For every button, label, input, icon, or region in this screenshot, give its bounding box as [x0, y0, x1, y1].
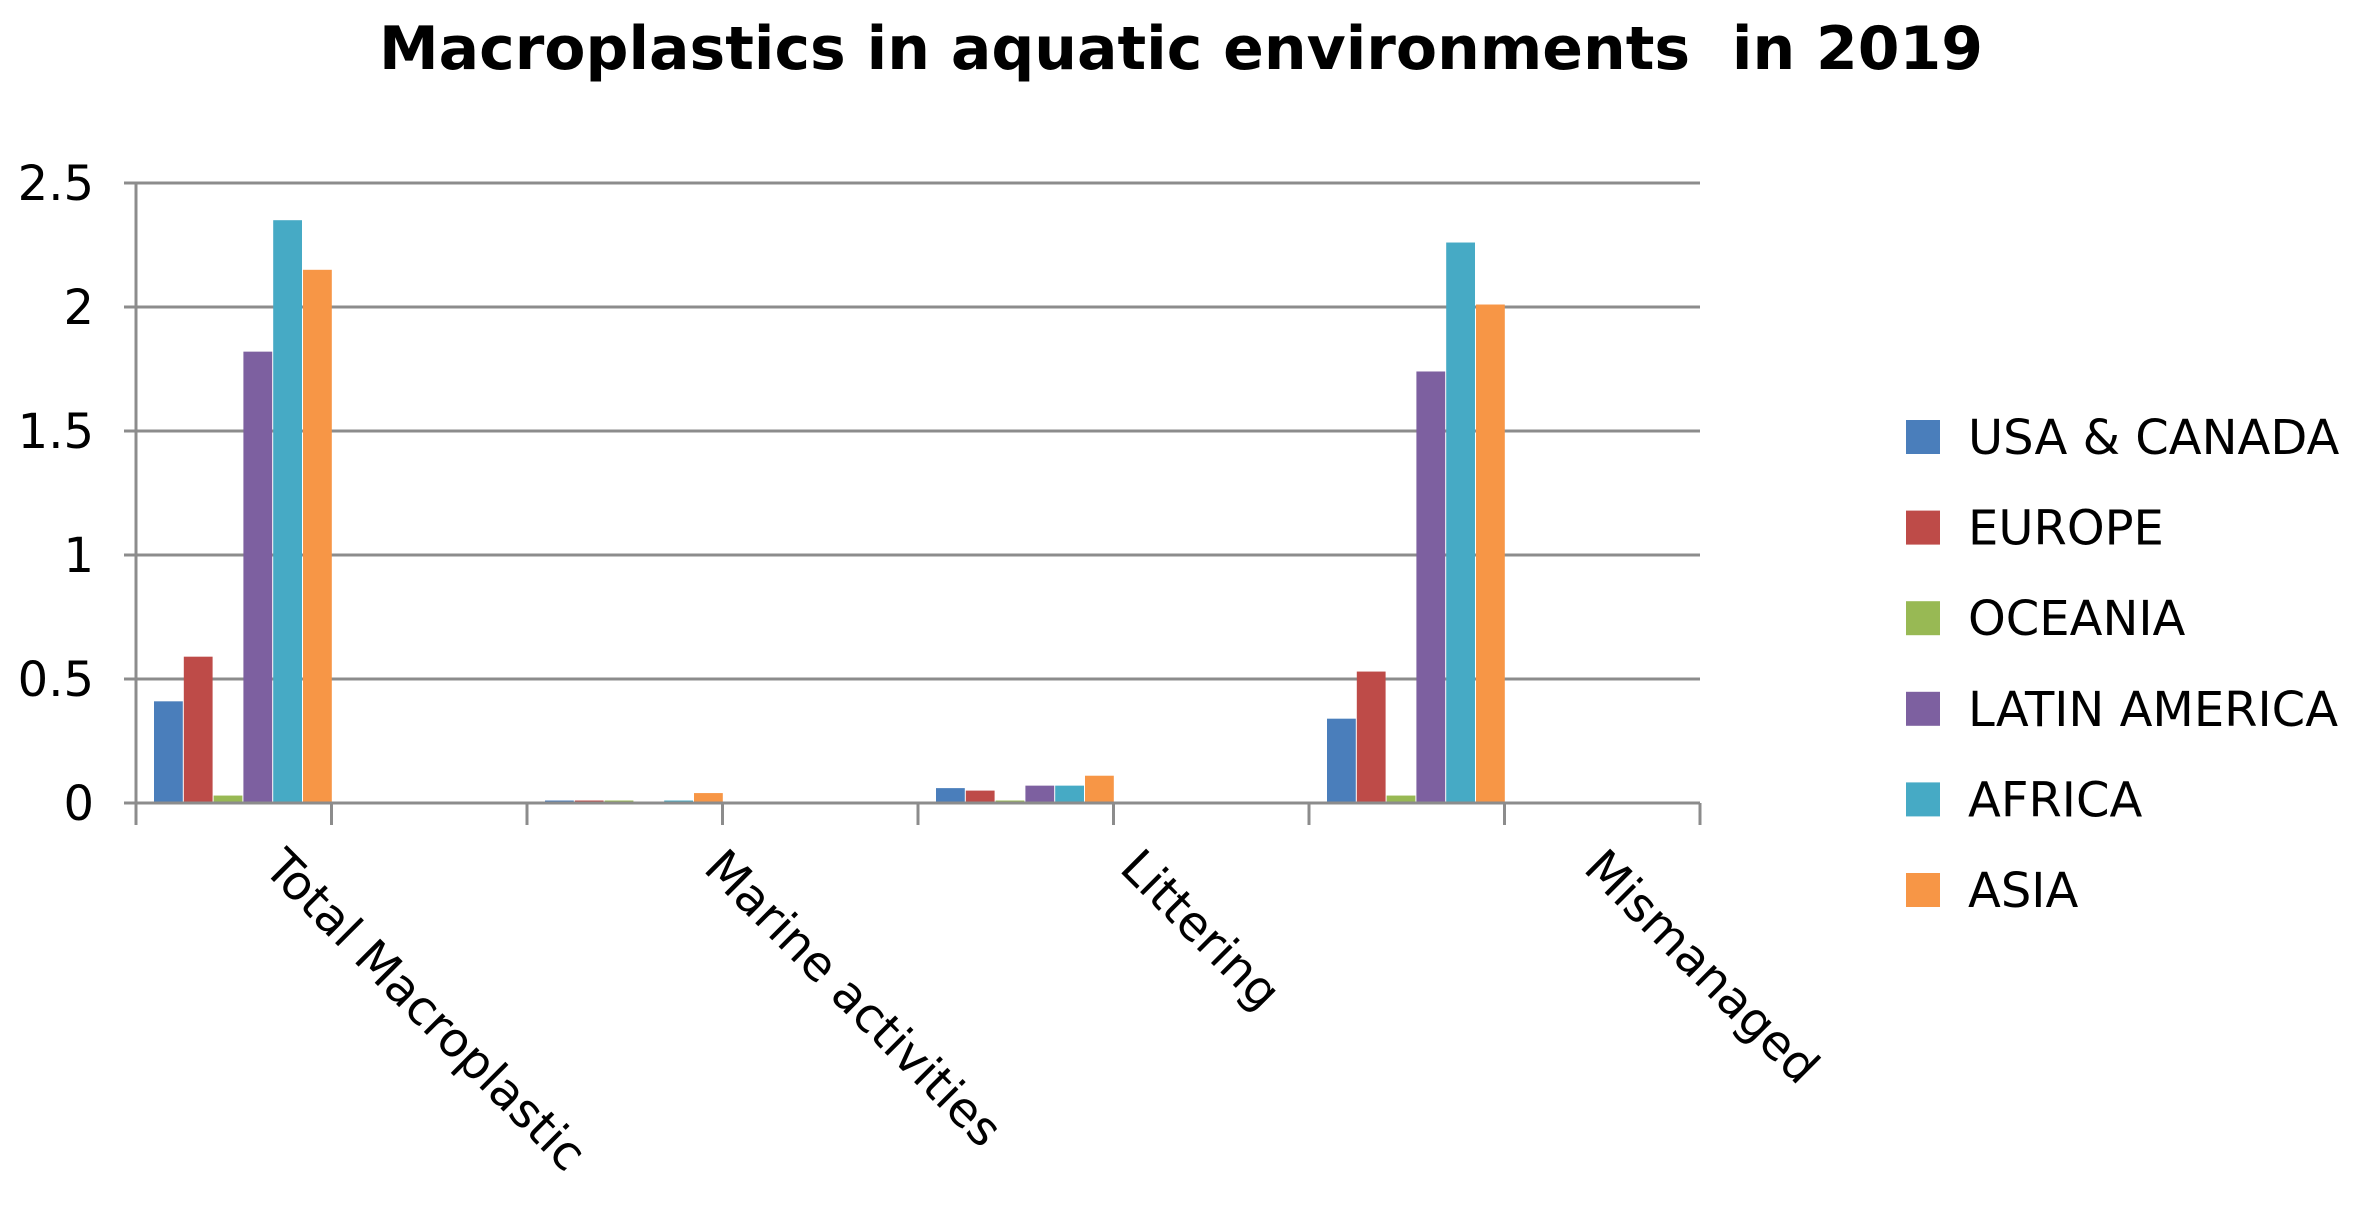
- bar: [694, 793, 723, 803]
- x-tick-label: Total Macroplastic: [253, 838, 597, 1182]
- bar: [243, 351, 273, 803]
- legend-swatch: [1906, 691, 1940, 726]
- bar: [936, 788, 965, 803]
- y-tick-label: 0: [63, 776, 94, 832]
- legend-label: LATIN AMERICA: [1968, 682, 2338, 738]
- legend-swatch: [1906, 782, 1940, 817]
- bar: [1416, 371, 1446, 803]
- bar: [1327, 718, 1356, 803]
- legend-label: OCEANIA: [1968, 591, 2186, 647]
- bar: [1356, 671, 1386, 803]
- bar: [1025, 785, 1055, 803]
- y-tick-label: 1.5: [18, 404, 94, 460]
- legend-swatch: [1906, 601, 1940, 636]
- y-tick-label: 1: [63, 528, 94, 584]
- legend-label: AFRICA: [1968, 772, 2142, 828]
- y-tick-label: 0.5: [18, 652, 94, 708]
- legend-swatch: [1906, 420, 1940, 454]
- bar: [965, 790, 995, 803]
- x-tick-label: Littering: [1110, 839, 1292, 1021]
- legend-label: USA & CANADA: [1968, 410, 2339, 466]
- y-tick-label: 2.5: [18, 156, 94, 212]
- bar: [1055, 785, 1084, 803]
- x-tick-label: Marine activities: [694, 839, 1013, 1158]
- bar: [273, 220, 302, 803]
- chart-title: Macroplastics in aquatic environments in…: [378, 14, 1984, 84]
- legend-label: EUROPE: [1968, 501, 2164, 557]
- legend-swatch: [1906, 510, 1940, 545]
- legend-swatch: [1906, 873, 1940, 907]
- bar: [213, 795, 243, 803]
- bar: [1386, 795, 1416, 803]
- legend-label: ASIA: [1968, 863, 2078, 919]
- bar: [303, 269, 332, 803]
- x-tick-label: Mismanaged: [1574, 839, 1830, 1095]
- legend: USA & CANADA EUROPE OCEANIA LATIN AMERICA AF…: [1906, 410, 2339, 919]
- bar: [183, 656, 213, 803]
- y-tick-label: 2: [63, 280, 94, 336]
- bar: [1085, 775, 1114, 803]
- bars: [154, 220, 1505, 803]
- bar: [1446, 242, 1475, 803]
- bar: [1476, 304, 1505, 803]
- bar: [154, 701, 183, 803]
